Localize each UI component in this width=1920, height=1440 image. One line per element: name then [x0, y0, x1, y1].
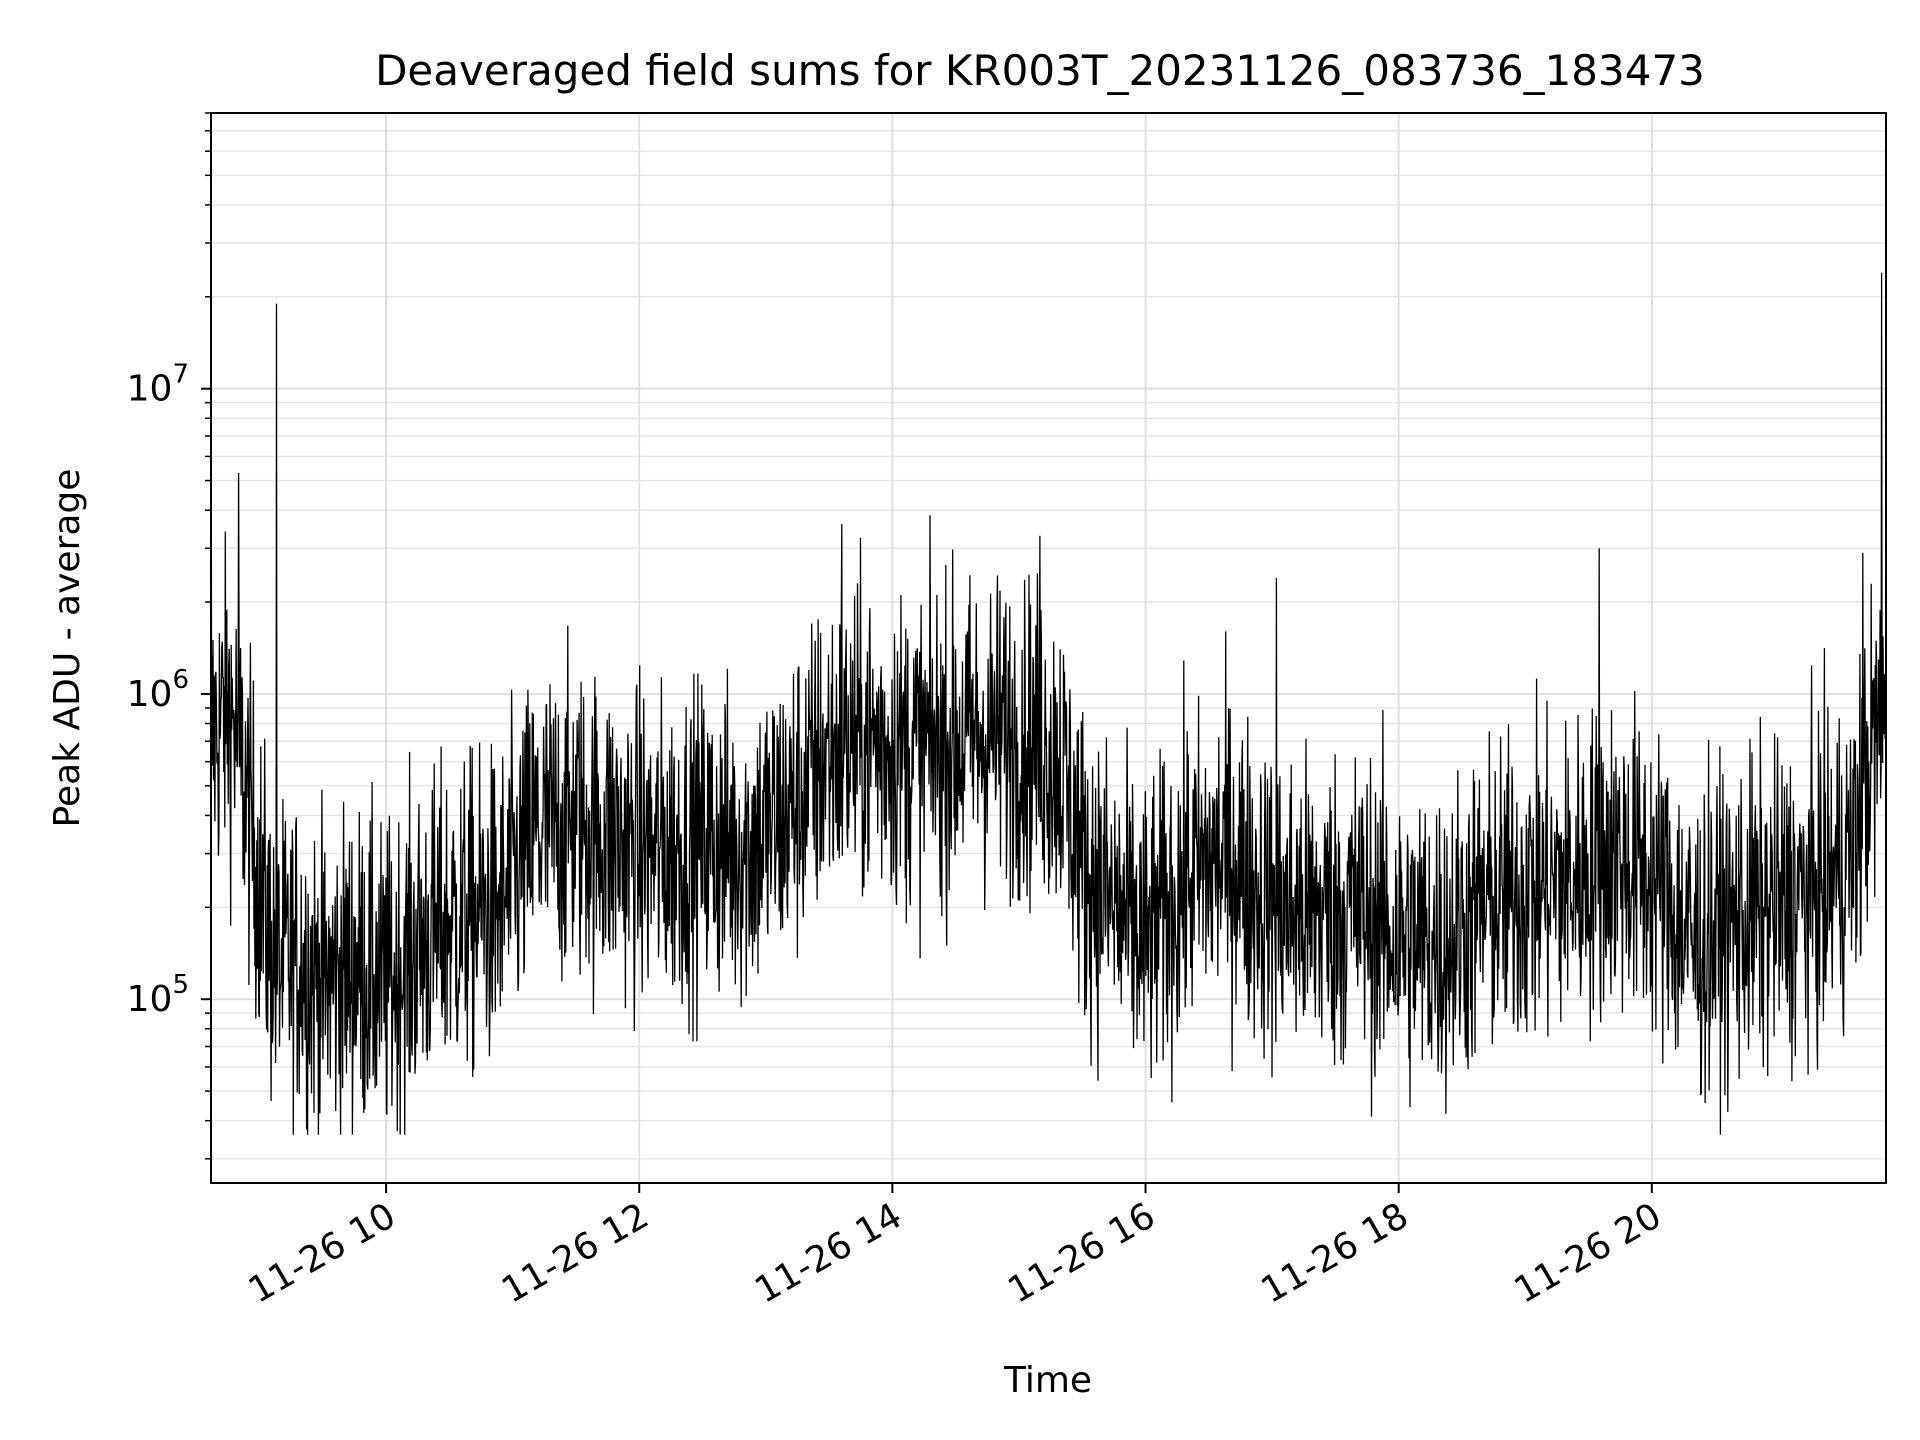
data-series [210, 162, 1887, 1135]
series-line [210, 162, 1887, 1135]
y-axis: 105 106 107 [127, 112, 211, 1160]
plot-area [210, 112, 1887, 1184]
y-tick-label: 105 [127, 970, 189, 1020]
plot-frame [210, 112, 1887, 1184]
y-axis-label: Peak ADU - average [47, 469, 88, 828]
x-axis-label: Time [1003, 1360, 1092, 1401]
y-tick-label: 106 [127, 665, 189, 715]
chart-title: Deaveraged field sums for KR003T_2023112… [375, 46, 1705, 95]
y-tick-label: 107 [127, 360, 189, 410]
